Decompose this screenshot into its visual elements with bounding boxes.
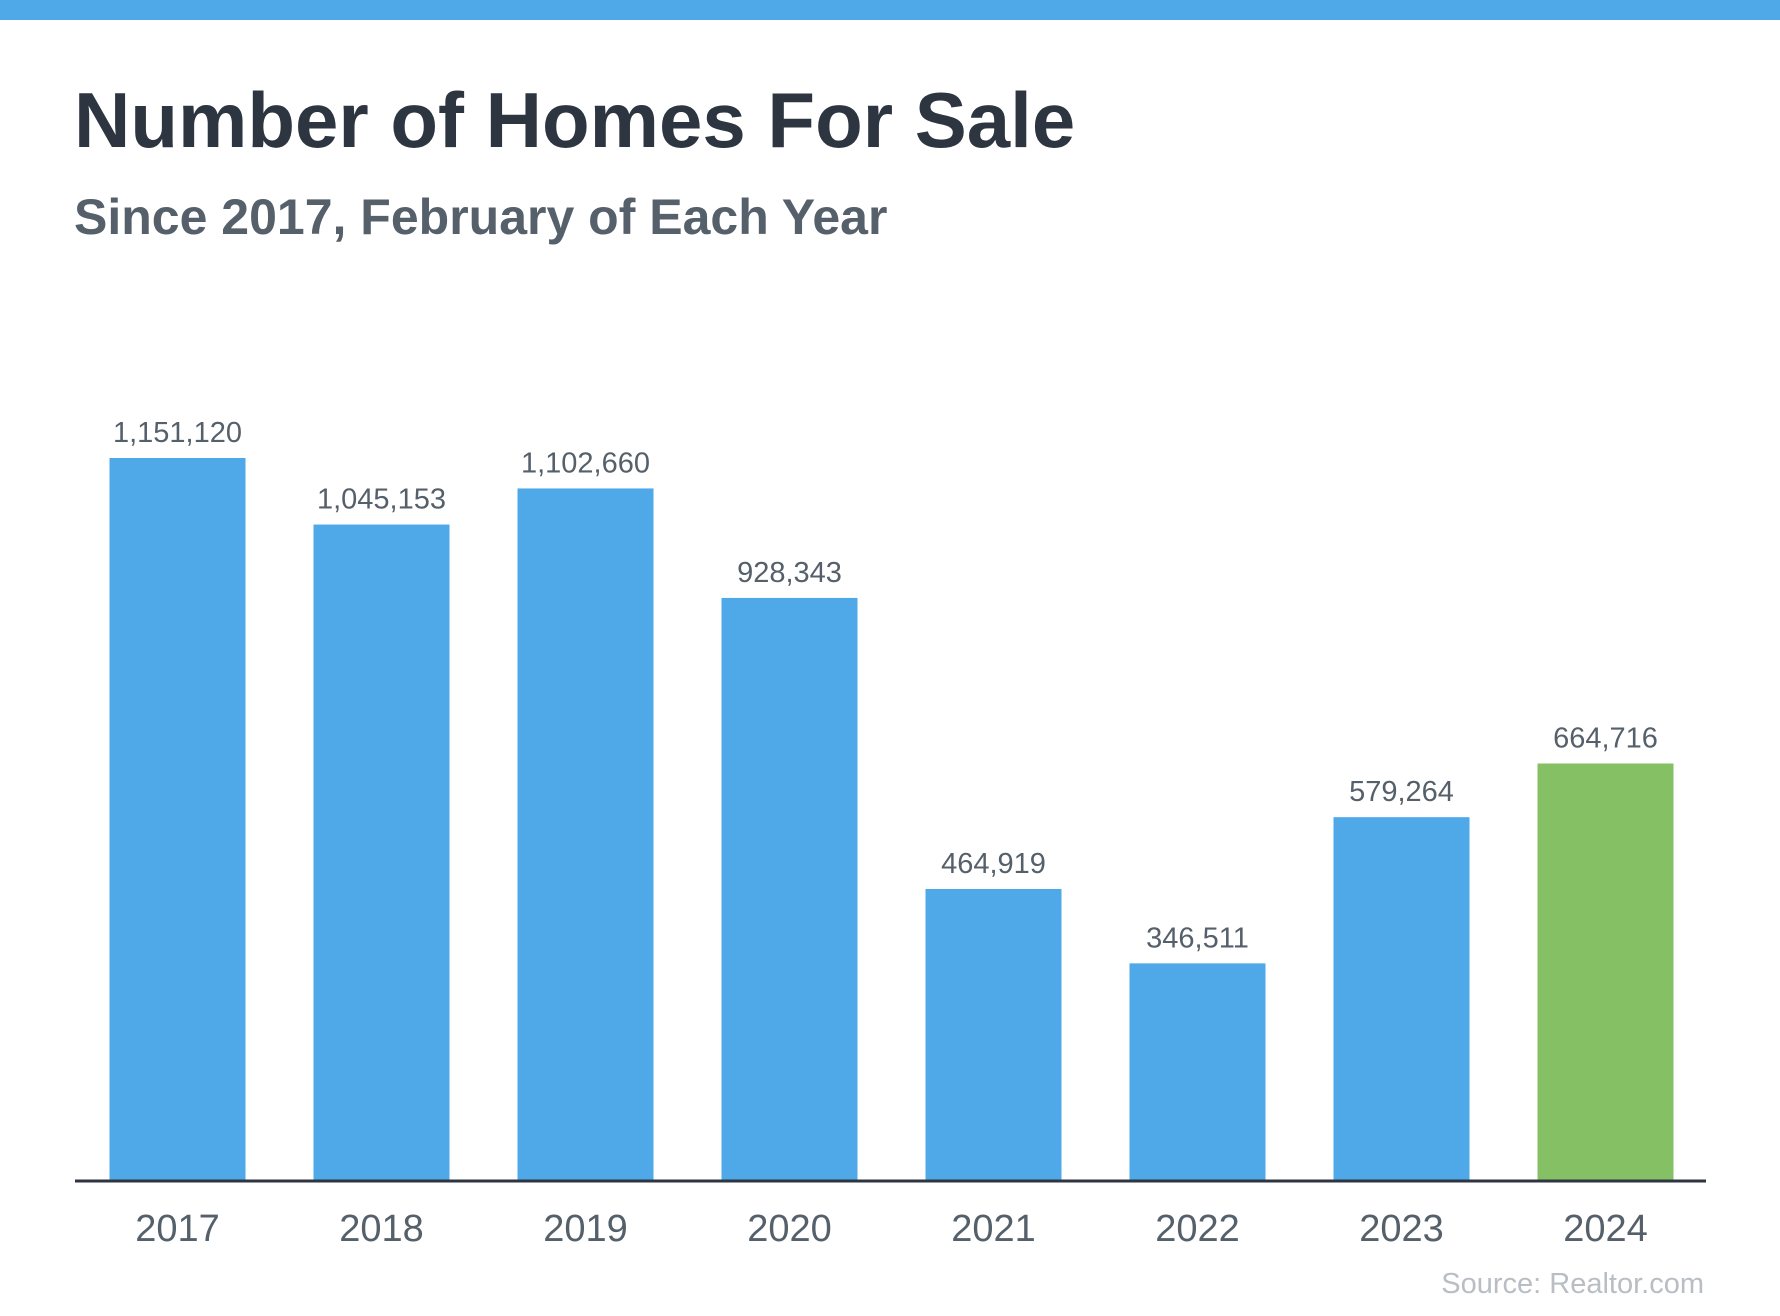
x-tick-label-2023: 2023 bbox=[1359, 1208, 1444, 1250]
value-label-2018: 1,045,153 bbox=[317, 484, 446, 516]
value-label-2021: 464,919 bbox=[941, 848, 1046, 880]
bar-2019 bbox=[517, 488, 654, 1181]
x-tick-label-2017: 2017 bbox=[135, 1208, 220, 1250]
x-tick-label-2020: 2020 bbox=[747, 1208, 832, 1250]
x-tick-label-2019: 2019 bbox=[543, 1208, 628, 1250]
tick-label-group: 2017 2018 2019 2020 2021 2022 2023 2024 bbox=[135, 1208, 1648, 1250]
value-label-2022: 346,511 bbox=[1146, 922, 1249, 954]
bar-2021 bbox=[925, 888, 1062, 1181]
bar-2022 bbox=[1129, 963, 1266, 1181]
x-tick-label-2021: 2021 bbox=[951, 1208, 1036, 1250]
x-tick-label-2018: 2018 bbox=[339, 1208, 424, 1250]
value-label-group: 1,151,120 1,045,153 1,102,660 928,343 464,91… bbox=[113, 417, 1658, 954]
value-label-2020: 928,343 bbox=[737, 557, 842, 589]
bar-2023 bbox=[1333, 817, 1470, 1181]
value-label-2019: 1,102,660 bbox=[521, 447, 650, 479]
value-label-2024: 664,716 bbox=[1553, 723, 1658, 755]
source-note: Source: Realtor.com bbox=[1441, 1268, 1704, 1300]
value-label-2023: 579,264 bbox=[1349, 776, 1454, 808]
bar-2024 bbox=[1537, 763, 1674, 1181]
bar-group bbox=[109, 458, 1674, 1181]
top-accent-bar bbox=[0, 0, 1780, 20]
bar-2020 bbox=[721, 597, 858, 1181]
x-tick-label-2022: 2022 bbox=[1155, 1208, 1240, 1250]
bar-2017 bbox=[109, 458, 246, 1181]
bar-2018 bbox=[313, 524, 450, 1181]
value-label-2017: 1,151,120 bbox=[113, 417, 242, 449]
chart-subtitle: Since 2017, February of Each Year bbox=[74, 189, 888, 245]
x-tick-label-2024: 2024 bbox=[1563, 1208, 1648, 1250]
chart-title: Number of Homes For Sale bbox=[74, 76, 1076, 164]
